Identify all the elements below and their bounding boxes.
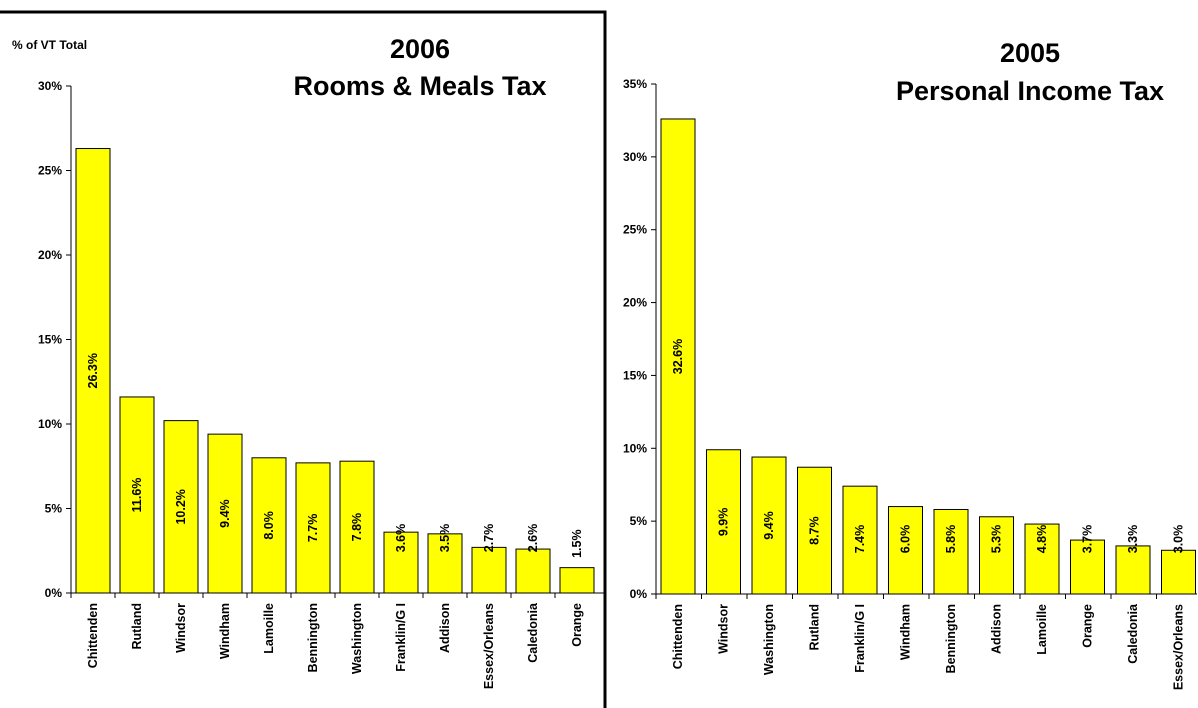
data-label: 10.2% [174,489,188,524]
bar [471,546,507,594]
bar [888,506,923,595]
y-tick-label: 0% [630,587,648,601]
y-tick-label: 15% [38,333,62,347]
category-label: Caledonia [526,602,540,663]
data-label: 7.4% [853,525,867,554]
y-tick-label: 10% [623,441,647,455]
data-label: 3.7% [1081,525,1095,554]
chart-title-line2: Personal Income Tax [896,76,1164,106]
y-tick-label: 5% [45,502,63,516]
bar [1070,539,1105,595]
y-tick-label: 0% [45,586,63,600]
category-label: Chittenden [86,603,100,668]
bar [75,148,111,594]
chart-title-line2: Rooms & Meals Tax [293,71,546,101]
category-label: Rutland [130,603,144,650]
personal-income-chart: 2005 Personal Income Tax 0% 5% 10% 15% 20% 25… [623,38,1197,690]
category-label: Franklin/G I [394,603,408,672]
y-tick-label: 25% [623,223,647,237]
bar [797,466,832,595]
rooms-meals-chart: 2006 Rooms & Meals Tax % of VT Total 0% 5… [12,34,604,689]
category-label: Windsor [717,604,731,654]
category-label: Rutland [808,604,822,651]
bar [207,433,243,594]
y-tick-label: 5% [630,514,648,528]
bar [295,462,331,594]
category-label: Bennington [306,603,320,672]
bar [979,516,1014,595]
y-tick-label: 25% [38,164,62,178]
category-label: Addison [438,603,452,653]
bar [933,508,969,595]
data-label: 1.5% [570,529,584,558]
data-label: 9.9% [717,508,731,537]
data-label: 3.0% [1172,525,1186,554]
bar [660,118,696,595]
category-label: Essex/Orleans [482,603,496,689]
y-tick-label: 20% [623,296,647,310]
data-label: 32.6% [671,339,685,374]
chart-title-line1: 2006 [390,34,450,64]
data-label: 8.0% [262,511,276,540]
category-label: Franklin/G I [853,604,867,673]
left-panel-frame [0,10,607,708]
y-tick-label: 20% [38,248,62,262]
category-label: Chittenden [671,604,685,669]
category-label: Washington [350,603,364,674]
data-label: 26.3% [86,353,100,388]
category-label: Washington [762,604,776,675]
bar [427,533,463,594]
bar [383,531,419,594]
data-label: 4.8% [1035,525,1049,554]
y-tick-label: 30% [38,79,62,93]
bar [251,457,287,594]
bar [559,567,595,594]
data-label: 3.5% [438,524,452,553]
data-label: 7.7% [306,514,320,543]
category-label: Windsor [174,603,188,653]
bar [163,420,199,594]
data-label: 8.7% [808,516,822,545]
chart-title-line1: 2005 [1000,38,1060,68]
data-label: 6.0% [899,525,913,554]
bar [751,456,787,595]
category-label: Orange [1081,604,1095,648]
category-label: Windham [899,604,913,660]
category-label: Lamoille [262,603,276,654]
y-tick-label: 10% [38,417,62,431]
data-label: 5.8% [944,525,958,554]
data-label: 2.6% [526,524,540,553]
bar [1161,549,1196,595]
y-tick-label: 15% [623,368,647,382]
y-tick-label: 35% [623,77,647,91]
category-label: Addison [990,604,1004,654]
data-label: 5.3% [990,525,1004,554]
category-label: Windham [218,603,232,659]
bar [1024,523,1060,595]
y-axis-label: % of VT Total [12,38,87,52]
data-label: 2.7% [482,524,496,553]
bar [842,485,878,595]
data-label: 3.3% [1126,525,1140,554]
data-label: 7.8% [350,513,364,542]
category-label: Orange [570,603,584,647]
bar [339,460,375,594]
data-label: 11.6% [130,478,144,513]
category-label: Lamoille [1035,604,1049,655]
data-label: 9.4% [218,499,232,528]
data-label: 9.4% [762,511,776,540]
category-label: Caledonia [1126,603,1140,664]
data-label: 3.6% [394,524,408,553]
category-label: Essex/Orleans [1172,604,1186,690]
category-label: Bennington [944,604,958,673]
bar [119,396,155,594]
bar [706,449,741,595]
bar [515,548,551,594]
y-tick-label: 30% [623,150,647,164]
bar [1115,545,1151,595]
